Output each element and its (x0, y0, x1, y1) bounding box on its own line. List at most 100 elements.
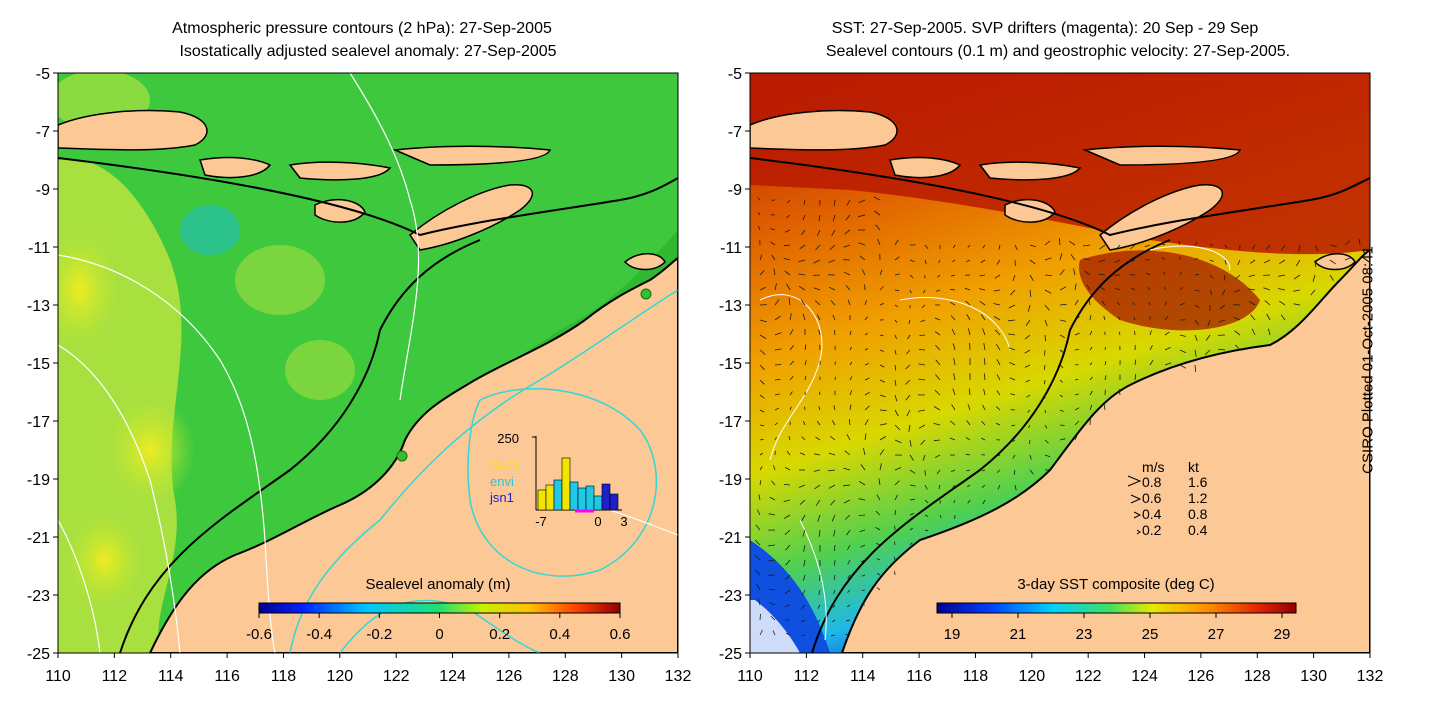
velocity-arrow (802, 313, 806, 321)
sealevel-map-area: 250 -7 0 3 (58, 73, 678, 653)
velocity-arrow (894, 480, 900, 486)
velocity-arrow (933, 423, 941, 426)
velocity-arrow (1026, 394, 1031, 398)
velocity-arrow (920, 319, 926, 323)
velocity-arrow (982, 244, 986, 249)
velocity-arrow (1008, 304, 1016, 309)
velocity-arrow (1044, 379, 1046, 385)
right-lat-tick-label: -11 (720, 240, 742, 257)
velocity-arrow (771, 480, 776, 486)
sealevel-colorbar-tick: 0.4 (549, 626, 570, 643)
velocity-arrow (818, 589, 821, 595)
velocity-arrow (813, 469, 821, 472)
left-title-line1: Atmospheric pressure contours (2 hPa): 2… (172, 20, 552, 37)
right-lon-tick-label: 110 (737, 668, 763, 685)
sst-southern-island-land (1313, 253, 1356, 271)
right-title-line2: Sealevel contours (0.1 m) and geostrophi… (826, 43, 1290, 60)
velocity-arrow (1089, 330, 1093, 336)
velocity-arrow (844, 450, 851, 456)
velocity-arrow (935, 359, 941, 366)
velocity-arrow (1131, 287, 1136, 291)
left-lat-tick-label: -15 (27, 356, 50, 373)
sealevel-colorbar-tick: -0.6 (246, 626, 272, 643)
velocity-arrow (1132, 302, 1136, 306)
velocity-arrow (1103, 404, 1106, 411)
velocity-arrow (1148, 301, 1151, 306)
velocity-arrow (1074, 316, 1080, 321)
velocity-arrow (924, 259, 927, 265)
left-lat-tick-label: -17 (27, 414, 50, 431)
velocity-arrow (1044, 349, 1046, 356)
velocity-arrow (996, 259, 1001, 265)
velocity-row-4-kt: 0.4 (1188, 522, 1208, 538)
velocity-arrow (1009, 362, 1016, 366)
velocity-arrow (996, 390, 1001, 396)
velocity-arrow (858, 514, 866, 516)
velocity-arrow (1044, 274, 1052, 276)
velocity-arrow (938, 259, 941, 264)
velocity-arrow (861, 589, 866, 591)
velocity-arrow (906, 349, 911, 355)
velocity-arrow (804, 360, 807, 366)
velocity-arrow (894, 364, 897, 371)
velocity-arrow (1194, 273, 1200, 276)
velocity-arrow (982, 499, 986, 505)
velocity-arrow (935, 289, 941, 292)
velocity-arrow (874, 210, 881, 216)
velocity-arrow (1027, 304, 1031, 312)
sealevel-colorbar-tick: -0.2 (366, 626, 392, 643)
velocity-arrow (774, 407, 779, 411)
velocity-arrow (1164, 316, 1169, 321)
velocity-arrow (798, 259, 806, 263)
velocity-arrow (1179, 287, 1184, 291)
velocity-arrow (832, 604, 836, 609)
velocity-arrow (1114, 259, 1121, 264)
velocity-arrow (980, 314, 986, 321)
velocity-arrow (858, 242, 866, 246)
velocity-arrow (922, 454, 926, 461)
velocity-arrow (768, 559, 776, 562)
velocity-arrow (818, 405, 821, 411)
velocity-arrow (1074, 393, 1080, 396)
velocity-arrow (982, 328, 986, 336)
right-lon-tick-label: 130 (1300, 668, 1327, 685)
velocity-row-2-kt: 1.2 (1188, 490, 1208, 506)
velocity-arrow (1014, 484, 1017, 491)
velocity-arrow (877, 238, 881, 246)
velocity-arrow (1012, 454, 1016, 459)
velocity-arrow (1084, 270, 1091, 276)
timor-land (409, 184, 533, 251)
left-lon-tick-label: 118 (271, 668, 297, 685)
australia-land (148, 256, 678, 653)
velocity-arrow (814, 484, 821, 490)
right-lat-tick-label: -25 (719, 646, 742, 663)
velocity-arrow (908, 424, 911, 432)
velocity-arrow (798, 285, 806, 291)
velocity-arrow (1068, 240, 1076, 246)
velocity-arrow (1209, 259, 1214, 262)
velocity-arrow (847, 559, 851, 565)
velocity-arrow (950, 420, 956, 426)
velocity-arrow (789, 313, 792, 321)
velocity-arrow (909, 454, 914, 461)
velocity-arrow (1268, 328, 1271, 336)
velocity-arrow (815, 436, 821, 441)
inset-xtick-0: 0 (594, 514, 601, 529)
velocity-arrow (918, 349, 926, 351)
velocity-arrow (1344, 240, 1351, 246)
sealevel-map-panel: Atmospheric pressure contours (2 hPa): 2… (57, 20, 679, 654)
right-lon-tick-label: 124 (1131, 668, 1158, 685)
velocity-row-3-ms: 0.4 (1142, 506, 1162, 522)
inset-legend-jsn1: jsn1 (489, 490, 514, 505)
velocity-arrow (1263, 287, 1271, 291)
velocity-arrow (1149, 359, 1154, 366)
velocity-arrow (833, 529, 836, 537)
velocity-arrow (858, 199, 866, 203)
sst-bali-lombok-land (889, 156, 1082, 181)
sst-timor-land (1099, 184, 1223, 251)
velocity-arrow (768, 513, 776, 516)
sst-colorbar-label: 3-day SST composite (deg C) (1017, 576, 1214, 593)
right-lat-tick-label: -15 (719, 356, 742, 373)
velocity-arrow (879, 269, 883, 276)
velocity-arrow (759, 379, 765, 385)
